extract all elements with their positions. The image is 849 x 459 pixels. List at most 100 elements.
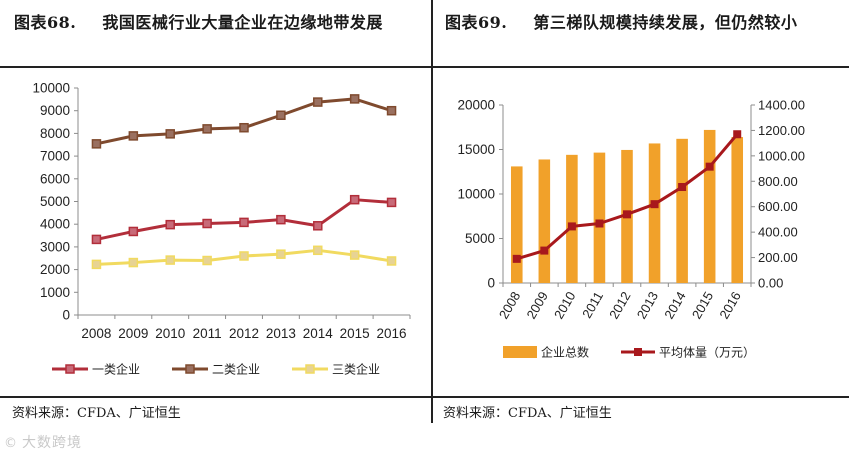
avg-size-point — [595, 219, 604, 228]
series-1-point — [202, 218, 212, 229]
right-combo-chart: 0 5000 10000 15000 20000 0.00 200.00 400.00 600.… — [457, 98, 805, 360]
left-source-note: 资料来源：CFDA、广证恒生 — [12, 406, 181, 421]
series-3-point — [313, 245, 323, 256]
legend-label-2: 二类企业 — [212, 362, 260, 377]
x-tick-label: 2015 — [340, 326, 370, 341]
series-2-point — [91, 139, 102, 149]
legend-label-3: 三类企业 — [332, 362, 380, 377]
left-y-tick-label: 15000 — [457, 142, 495, 157]
right-y-tick-label: 200.00 — [758, 250, 798, 265]
series-1-point — [276, 214, 286, 225]
series-3-point — [239, 251, 249, 261]
header-rule — [0, 66, 849, 68]
y-tick-label: 7000 — [40, 149, 70, 164]
series-1-point — [313, 221, 323, 231]
right-title-number: 图表69. — [445, 13, 508, 32]
watermark-logo-icon: © — [4, 436, 18, 451]
bar-2008 — [510, 166, 523, 283]
x-tick-label: 2008 — [496, 289, 523, 322]
right-y-tick-label: 600.00 — [758, 199, 798, 214]
left-panel: 图表68. 我国医械行业大量企业在边缘地带发展 0 1000 2000 3000 4000… — [0, 0, 431, 421]
avg-size-point — [678, 183, 687, 192]
left-chart-title: 图表68. 我国医械行业大量企业在边缘地带发展 — [14, 10, 424, 36]
x-tick-label: 2013 — [634, 289, 661, 322]
y-tick-label: 4000 — [40, 217, 70, 232]
avg-size-point — [512, 254, 521, 263]
legend-bar-swatch — [503, 346, 537, 358]
series-line-2 — [96, 97, 393, 146]
avg-size-point — [733, 130, 742, 139]
series-3-point — [276, 249, 286, 259]
series-2-point — [386, 105, 397, 116]
series-1-point — [91, 234, 102, 245]
right-chart-title: 图表69. 第三梯队规模持续发展，但仍然较小 — [445, 10, 845, 36]
y-tick-label: 0 — [62, 308, 70, 323]
right-y-tick-label: 1400.00 — [758, 98, 805, 113]
x-tick-label: 2016 — [377, 326, 407, 341]
series-3-point — [349, 250, 360, 260]
y-tick-label: 9000 — [40, 103, 70, 118]
bar-2013 — [648, 143, 661, 283]
x-tick-label: 2009 — [118, 326, 148, 341]
legend-label-line: 平均体量（万元） — [659, 346, 755, 360]
bar-2016 — [731, 137, 744, 283]
y-tick-label: 5000 — [40, 194, 70, 209]
bar-2014 — [676, 138, 688, 283]
x-tick-label: 2014 — [661, 289, 688, 322]
series-1-point — [349, 194, 360, 205]
x-tick-label: 2013 — [266, 326, 296, 341]
legend-marker-1 — [65, 364, 75, 374]
right-panel: 图表69. 第三梯队规模持续发展，但仍然较小 0 5000 10000 15000 200… — [433, 0, 849, 421]
series-1-point — [128, 226, 139, 237]
watermark-text: 大数跨境 — [22, 435, 82, 451]
left-y-tick-label: 10000 — [457, 187, 495, 202]
right-y-tick-label: 400.00 — [758, 225, 798, 240]
footer-rule — [0, 396, 849, 398]
series-3-point — [91, 259, 102, 270]
series-3-point — [202, 255, 212, 266]
legend-label-1: 一类企业 — [92, 362, 140, 377]
left-y-tick-label: 5000 — [465, 231, 495, 246]
bar-2009 — [538, 159, 551, 283]
series-1-point — [165, 219, 175, 230]
series-2-point — [202, 124, 212, 134]
right-title-text: 第三梯队规模持续发展，但仍然较小 — [533, 13, 798, 32]
y-tick-label: 1000 — [40, 285, 70, 300]
legend-marker-2 — [185, 364, 195, 374]
x-tick-label: 2011 — [579, 289, 606, 321]
x-tick-label: 2015 — [689, 289, 716, 322]
x-tick-label: 2008 — [81, 326, 111, 341]
series-1-point — [239, 217, 249, 228]
right-y-tick-label: 1200.00 — [758, 123, 805, 138]
avg-size-point — [540, 246, 549, 255]
series-3-point — [165, 255, 175, 265]
series-1-point — [386, 197, 397, 208]
legend-line-marker — [634, 348, 642, 356]
series-2-point — [349, 94, 360, 104]
series-2-point — [128, 131, 139, 141]
series-3-point — [128, 257, 139, 268]
series-3-point — [386, 256, 397, 266]
left-title-text: 我国医械行业大量企业在边缘地带发展 — [102, 13, 383, 32]
x-tick-label: 2012 — [229, 326, 259, 341]
y-tick-label: 6000 — [40, 171, 70, 186]
x-tick-label: 2014 — [303, 326, 334, 341]
series-2-point — [276, 110, 286, 120]
bar-2015 — [703, 129, 716, 283]
panel-divider — [431, 0, 433, 423]
avg-size-point — [567, 222, 576, 231]
x-tick-label: 2012 — [606, 289, 633, 322]
avg-size-point — [650, 200, 659, 209]
avg-size-point — [623, 210, 631, 219]
bar-2010 — [566, 154, 578, 283]
avg-size-point — [705, 162, 714, 171]
y-tick-label: 2000 — [40, 262, 70, 277]
series-2-point — [165, 129, 175, 139]
y-tick-label: 10000 — [32, 81, 70, 96]
x-tick-label: 2009 — [523, 289, 550, 322]
bar-2011 — [593, 152, 606, 283]
left-title-number: 图表68. — [14, 13, 77, 32]
legend-label-bar: 企业总数 — [541, 345, 589, 360]
y-tick-label: 8000 — [40, 126, 70, 141]
x-tick-label: 2010 — [551, 289, 578, 322]
